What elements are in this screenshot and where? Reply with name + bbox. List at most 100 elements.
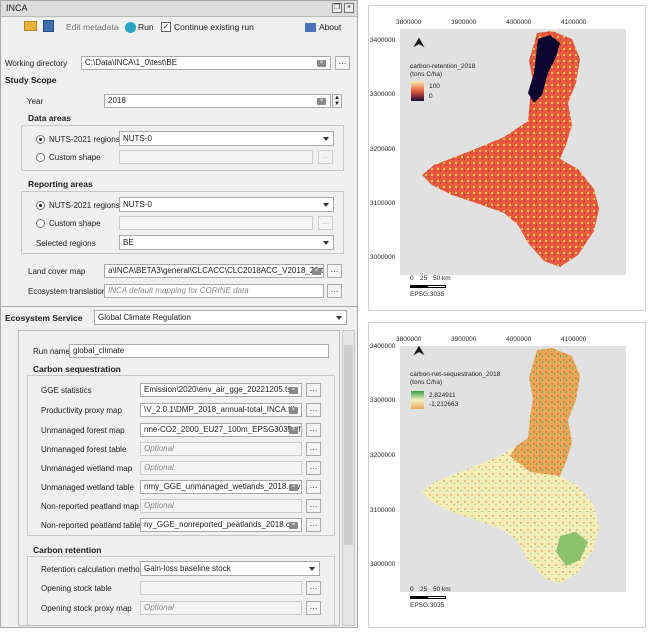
land-cover-browse-button[interactable]: … bbox=[327, 264, 342, 278]
sequestration-map-canvas bbox=[400, 346, 626, 592]
reporting-nuts-radio[interactable] bbox=[36, 201, 45, 210]
clear-icon[interactable]: × bbox=[289, 522, 298, 529]
ret-method-select[interactable]: Gain-loss baseline stock bbox=[140, 561, 320, 576]
y-tick: 3200000 bbox=[370, 146, 396, 153]
seq-row-browse-button[interactable]: … bbox=[306, 480, 321, 494]
legend-unit: (tons C/ha) bbox=[410, 379, 443, 386]
eco-trans-input[interactable]: INCA default mapping for CORINE data bbox=[104, 284, 324, 298]
y-tick: 3200000 bbox=[370, 452, 396, 459]
seq-row-input[interactable]: Emission\2020\env_air_gge_20221205.tsv bbox=[140, 383, 302, 397]
reporting-custom-radio[interactable] bbox=[36, 219, 45, 228]
folder-icon[interactable] bbox=[24, 21, 37, 31]
y-tick: 3100000 bbox=[370, 200, 396, 207]
seq-row-label: Productivity proxy map bbox=[41, 406, 122, 415]
service-select[interactable]: Global Climate Regulation bbox=[94, 310, 347, 325]
legend-max: 100 bbox=[429, 83, 440, 90]
service-label: Ecosystem Service bbox=[5, 313, 83, 323]
clear-icon[interactable]: × bbox=[289, 427, 298, 434]
data-custom-browse-button[interactable]: … bbox=[318, 150, 333, 164]
scale-0: 0 bbox=[410, 586, 414, 593]
scale-25: 25 bbox=[420, 275, 428, 282]
scale-25: 25 bbox=[420, 586, 428, 593]
run-name-input[interactable]: global_climate bbox=[69, 344, 329, 358]
selected-regions-label: Selected regions bbox=[36, 239, 96, 248]
land-cover-input[interactable]: a\INCA\BETA3\general\CLCACC\CLC2018ACC_V… bbox=[104, 264, 324, 278]
seq-row-browse-button[interactable]: … bbox=[306, 499, 321, 513]
nuts-label: NUTS-2021 regions bbox=[49, 135, 120, 144]
x-tick: 4100000 bbox=[561, 336, 587, 343]
continue-checkbox[interactable]: ✓ bbox=[161, 22, 171, 32]
legend-title: carbon-net-sequestration_2018 bbox=[410, 371, 501, 378]
scrollbar-thumb[interactable] bbox=[344, 345, 353, 545]
seq-row-input[interactable]: nmy_GGE_unmanaged_wetlands_2018.csv bbox=[140, 480, 302, 494]
clear-icon[interactable]: × bbox=[289, 407, 298, 414]
scale-50: 50 km bbox=[433, 275, 451, 282]
legend-min: -1,212663 bbox=[429, 401, 459, 408]
save-icon[interactable] bbox=[43, 20, 54, 32]
data-custom-shape-input[interactable] bbox=[119, 150, 313, 164]
reporting-nuts-select[interactable]: NUTS-0 bbox=[119, 197, 334, 212]
reporting-custom-input[interactable] bbox=[119, 216, 313, 230]
about-icon[interactable] bbox=[305, 23, 316, 32]
seq-row-label: Unmanaged forest map bbox=[41, 426, 125, 435]
x-tick: 3900000 bbox=[451, 336, 477, 343]
stock-proxy-browse-button[interactable]: … bbox=[306, 601, 321, 615]
stock-table-input[interactable] bbox=[140, 581, 302, 595]
scrollbar[interactable] bbox=[342, 330, 355, 626]
clear-icon[interactable]: × bbox=[289, 484, 298, 491]
workdir-browse-button[interactable]: … bbox=[335, 56, 350, 70]
data-areas-title: Data areas bbox=[28, 113, 72, 123]
y-tick: 3000000 bbox=[370, 254, 396, 261]
seq-row-browse-button[interactable]: … bbox=[306, 423, 321, 437]
seq-row-label: Unmanaged wetland map bbox=[41, 464, 133, 473]
float-icon[interactable]: ❐ bbox=[332, 3, 342, 13]
seq-row-label: GGE statistics bbox=[41, 386, 92, 395]
ret-method-value: Gain-loss baseline stock bbox=[144, 564, 231, 573]
run-icon[interactable] bbox=[125, 22, 136, 33]
seq-row-input[interactable]: Optional bbox=[140, 442, 302, 456]
y-tick: 3400000 bbox=[370, 343, 396, 350]
ret-group bbox=[27, 556, 335, 625]
about-button[interactable]: About bbox=[319, 22, 342, 32]
seq-row-input[interactable]: Optional bbox=[140, 461, 302, 475]
y-tick: 3100000 bbox=[370, 507, 396, 514]
reporting-areas-title: Reporting areas bbox=[28, 179, 93, 189]
clear-icon[interactable]: × bbox=[312, 268, 321, 275]
seq-row-input[interactable]: nne-CO2_2000_EU27_100m_EPSG3035.tif bbox=[140, 423, 302, 437]
seq-row-browse-button[interactable]: … bbox=[306, 383, 321, 397]
seq-row-browse-button[interactable]: … bbox=[306, 403, 321, 417]
edit-metadata-button[interactable]: Edit metadata bbox=[66, 22, 119, 32]
chevron-down-icon bbox=[323, 203, 329, 207]
selected-regions-select[interactable]: BE bbox=[119, 235, 334, 250]
seq-row-input[interactable]: ny_GGE_nonreported_peatlands_2018.csv bbox=[140, 518, 302, 532]
x-tick: 4100000 bbox=[561, 19, 587, 26]
continue-label: Continue existing run bbox=[174, 22, 254, 32]
run-button[interactable]: Run bbox=[138, 22, 154, 32]
eco-trans-browse-button[interactable]: … bbox=[327, 284, 342, 298]
seq-row-browse-button[interactable]: … bbox=[306, 518, 321, 532]
y-tick: 3000000 bbox=[370, 561, 396, 568]
clear-icon[interactable]: × bbox=[317, 98, 326, 105]
data-nuts-select[interactable]: NUTS-0 bbox=[119, 131, 334, 146]
close-icon[interactable]: × bbox=[344, 3, 354, 13]
stock-table-browse-button[interactable]: … bbox=[306, 581, 321, 595]
seq-row-browse-button[interactable]: … bbox=[306, 461, 321, 475]
y-tick: 3400000 bbox=[370, 37, 396, 44]
clear-icon[interactable]: × bbox=[289, 387, 298, 394]
year-input[interactable]: 2018 bbox=[104, 94, 331, 108]
custom-shape-radio[interactable] bbox=[36, 153, 45, 162]
study-scope-title: Study Scope bbox=[5, 75, 57, 85]
workdir-input[interactable]: C:\Data\INCA\1_0\test\BE bbox=[81, 56, 331, 70]
panel-titlebar: INCA ❐ × bbox=[1, 1, 357, 17]
chevron-down-icon bbox=[336, 316, 342, 320]
nuts-radio[interactable] bbox=[36, 135, 45, 144]
seq-row-input[interactable]: Optional bbox=[140, 499, 302, 513]
year-spinner[interactable]: ▲ ▼ bbox=[332, 94, 342, 108]
stock-proxy-input[interactable]: Optional bbox=[140, 601, 302, 615]
data-nuts-value: NUTS-0 bbox=[123, 134, 152, 143]
chevron-down-icon bbox=[323, 241, 329, 245]
clear-icon[interactable]: × bbox=[317, 60, 326, 67]
seq-row-input[interactable]: \V_2.0.1\DMP_2018_annual-total_INCA.tif bbox=[140, 403, 302, 417]
seq-row-browse-button[interactable]: … bbox=[306, 442, 321, 456]
reporting-custom-browse-button[interactable]: … bbox=[318, 216, 333, 230]
